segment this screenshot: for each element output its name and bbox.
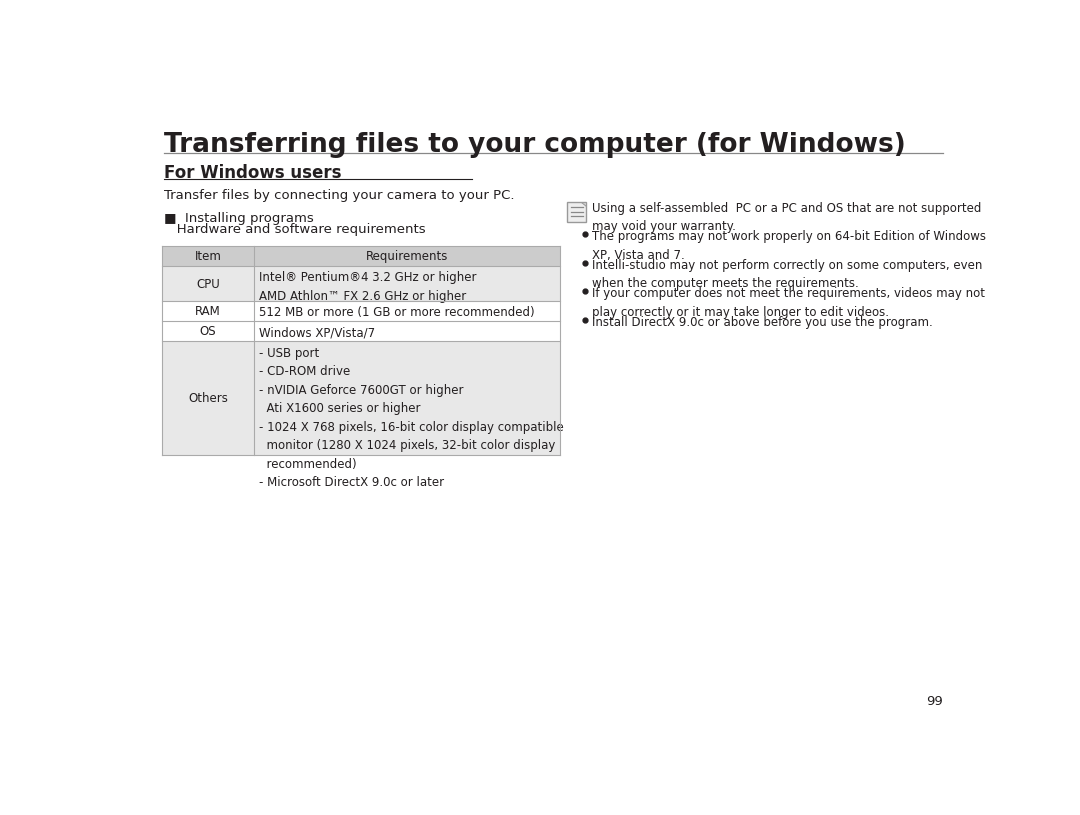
Bar xyxy=(162,341,559,455)
Text: - USB port
- CD-ROM drive
- nVIDIA Geforce 7600GT or higher
  Ati X1600 series o: - USB port - CD-ROM drive - nVIDIA Gefor… xyxy=(259,346,564,489)
Text: Using a self-assembled  PC or a PC and OS that are not supported
may void your w: Using a self-assembled PC or a PC and OS… xyxy=(592,202,982,233)
Bar xyxy=(162,301,559,321)
Text: Windows XP/Vista/7: Windows XP/Vista/7 xyxy=(259,327,375,340)
Polygon shape xyxy=(581,202,586,206)
Text: RAM: RAM xyxy=(195,306,220,319)
Text: OS: OS xyxy=(200,325,216,338)
Text: If your computer does not meet the requirements, videos may not
play correctly o: If your computer does not meet the requi… xyxy=(592,287,985,319)
Bar xyxy=(162,321,559,341)
Text: Intelli-studio may not perform correctly on some computers, even
when the comput: Intelli-studio may not perform correctly… xyxy=(592,258,983,290)
Text: The programs may not work properly on 64-bit Edition of Windows
XP, Vista and 7.: The programs may not work properly on 64… xyxy=(592,231,986,262)
Text: For Windows users: For Windows users xyxy=(164,164,342,182)
Text: Others: Others xyxy=(188,392,228,405)
Text: CPU: CPU xyxy=(195,278,219,291)
Text: 512 MB or more (1 GB or more recommended): 512 MB or more (1 GB or more recommended… xyxy=(259,306,535,319)
Text: Intel® Pentium®4 3.2 GHz or higher
AMD Athlon™ FX 2.6 GHz or higher: Intel® Pentium®4 3.2 GHz or higher AMD A… xyxy=(259,271,476,302)
Text: Requirements: Requirements xyxy=(365,250,448,263)
Text: Hardware and software requirements: Hardware and software requirements xyxy=(164,223,427,236)
Text: 99: 99 xyxy=(926,694,943,707)
Bar xyxy=(162,245,559,266)
Bar xyxy=(162,266,559,301)
Text: Transfer files by connecting your camera to your PC.: Transfer files by connecting your camera… xyxy=(164,188,515,201)
Bar xyxy=(567,202,586,222)
Text: Item: Item xyxy=(194,250,221,263)
Text: Install DirectX 9.0c or above before you use the program.: Install DirectX 9.0c or above before you… xyxy=(592,315,933,328)
Text: ■  Installing programs: ■ Installing programs xyxy=(164,212,314,225)
Text: Transferring files to your computer (for Windows): Transferring files to your computer (for… xyxy=(164,133,906,158)
